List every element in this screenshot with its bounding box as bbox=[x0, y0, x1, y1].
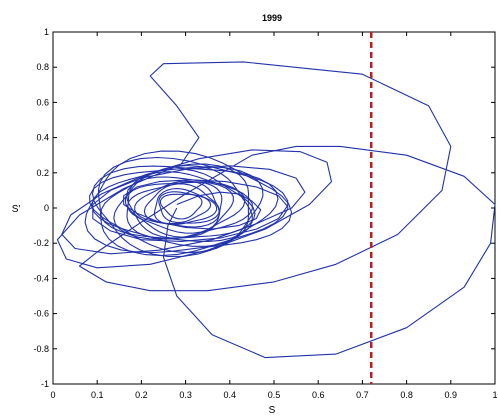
y-tick-label: 0.4 bbox=[36, 133, 49, 143]
x-tick-label: 0.5 bbox=[268, 390, 281, 400]
x-tick-label: 0.1 bbox=[91, 390, 104, 400]
x-tick-label: 0.6 bbox=[312, 390, 325, 400]
x-tick-label: 1 bbox=[492, 390, 497, 400]
cluster-loop bbox=[158, 191, 212, 223]
y-tick-label: 0.8 bbox=[36, 62, 49, 72]
y-tick-label: -0.8 bbox=[33, 344, 49, 354]
x-axis-label: S bbox=[269, 405, 276, 416]
y-tick-label: 0.2 bbox=[36, 168, 49, 178]
cluster-loop bbox=[126, 176, 246, 239]
y-tick-label: -1 bbox=[41, 379, 49, 389]
y-tick-label: -0.4 bbox=[33, 273, 49, 283]
cluster-loop bbox=[100, 164, 253, 242]
x-tick-label: 0.8 bbox=[400, 390, 413, 400]
y-tick-label: -0.2 bbox=[33, 238, 49, 248]
y-axis-ticks: -1 -0.8 -0.6 -0.4 -0.2 0 0.2 0.4 0.6 0.8 1 bbox=[33, 27, 495, 389]
x-tick-label: 0.3 bbox=[179, 390, 192, 400]
plot-area: 0 0.1 0.2 0.3 0.4 0.5 0.6 0.7 0.8 0.9 1 -1 -0.8 -0.6… bbox=[33, 27, 497, 400]
x-tick-label: 0.9 bbox=[445, 390, 458, 400]
cluster-loop bbox=[84, 150, 293, 254]
y-axis-label: S' bbox=[12, 204, 21, 215]
x-axis-ticks: 0 0.1 0.2 0.3 0.4 0.5 0.6 0.7 0.8 0.9 1 bbox=[50, 32, 498, 400]
cluster-loop bbox=[153, 188, 218, 226]
cluster-loop bbox=[97, 156, 289, 257]
trajectory-cluster bbox=[84, 150, 293, 258]
cluster-loop bbox=[91, 163, 250, 247]
x-tick-label: 0 bbox=[50, 390, 55, 400]
y-tick-label: 0.6 bbox=[36, 97, 49, 107]
cluster-loop bbox=[134, 180, 220, 228]
x-tick-label: 0.4 bbox=[224, 390, 237, 400]
x-tick-label: 0.2 bbox=[135, 390, 148, 400]
x-tick-label: 0.7 bbox=[356, 390, 369, 400]
cluster-loop bbox=[91, 165, 279, 258]
cluster-loop bbox=[113, 168, 256, 240]
y-tick-label: 0 bbox=[44, 203, 49, 213]
y-tick-label: -0.6 bbox=[33, 309, 49, 319]
y-tick-label: 1 bbox=[44, 27, 49, 37]
chart-title: 1999 bbox=[262, 13, 282, 23]
cluster-loop bbox=[89, 166, 264, 254]
series-layer bbox=[56, 61, 496, 359]
